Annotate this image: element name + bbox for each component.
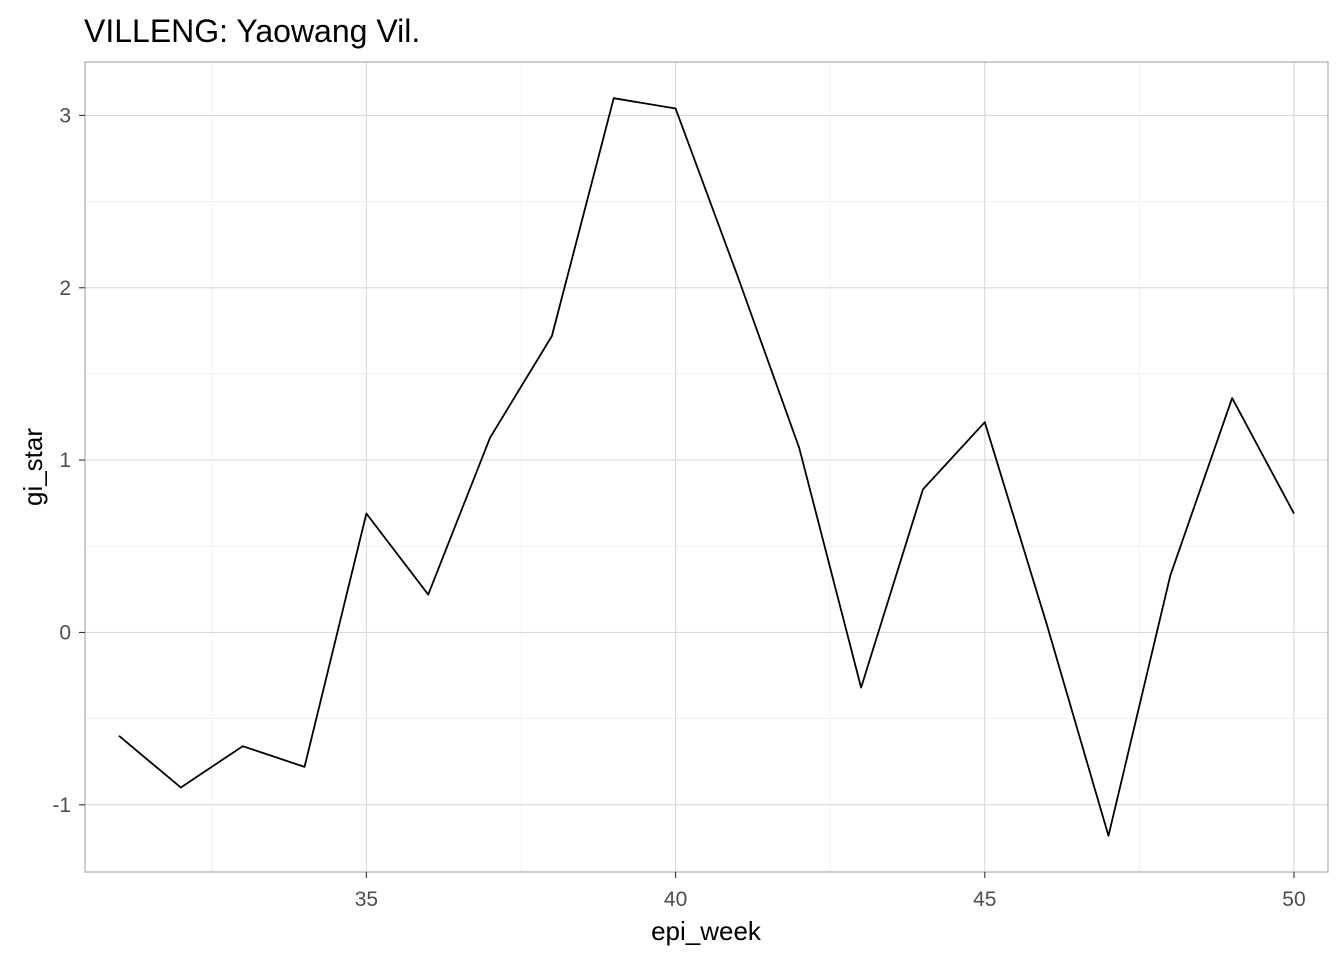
y-tick-label: 2 — [59, 277, 71, 300]
chart-title: VILLENG: Yaowang Vil. — [84, 13, 420, 49]
gridlines — [85, 62, 1328, 872]
series-layer — [118, 97, 1295, 837]
x-tick-label: 40 — [664, 888, 687, 911]
x-tick-label: 50 — [1282, 888, 1305, 911]
y-tick-label: 1 — [59, 449, 71, 472]
y-axis-ticks: -1 0 1 2 3 — [52, 104, 85, 817]
y-axis-label: gi_star — [18, 428, 48, 506]
y-tick-label: 0 — [59, 621, 71, 644]
x-tick-label: 45 — [973, 888, 996, 911]
x-axis-label: epi_week — [651, 916, 762, 946]
x-tick-label: 35 — [355, 888, 378, 911]
y-tick-label: -1 — [52, 794, 71, 817]
panel-border — [84, 61, 1329, 873]
y-tick-label: 3 — [59, 104, 71, 127]
series-line — [118, 97, 1295, 837]
x-axis-ticks: 35 40 45 50 — [355, 872, 1306, 911]
